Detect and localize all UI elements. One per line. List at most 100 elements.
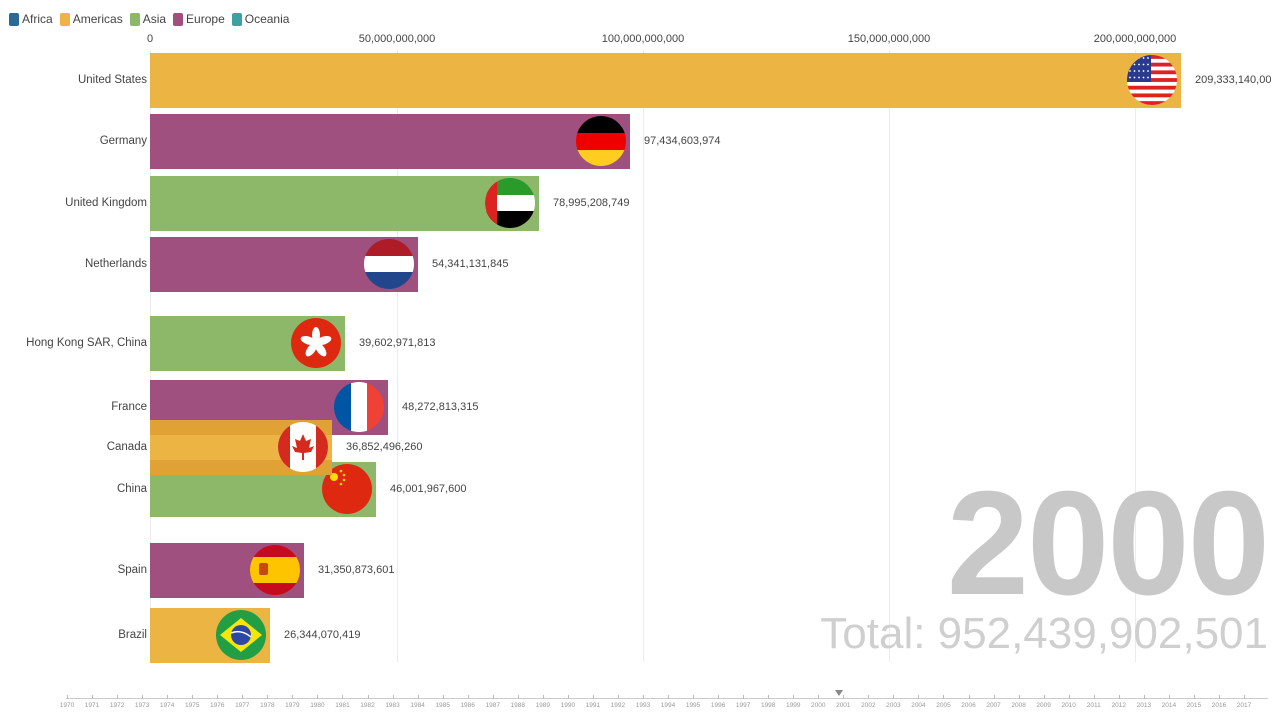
timeline-tick — [868, 695, 870, 699]
timeline-year-2000[interactable]: 2000 — [811, 702, 826, 709]
spain-flag-icon — [250, 545, 300, 595]
timeline-year-1997[interactable]: 1997 — [735, 702, 751, 709]
timeline-tick — [167, 695, 169, 699]
timeline-tick — [1093, 695, 1095, 699]
bar-category-label: Netherlands — [84, 258, 147, 270]
axis-tick-label: 100,000,000,000 — [601, 33, 685, 45]
timeline-year-2015[interactable]: 2015 — [1186, 702, 1202, 709]
timeline-year-1970[interactable]: 1970 — [59, 702, 75, 709]
timeline-year-2006[interactable]: 2006 — [961, 702, 976, 709]
timeline-year-1973[interactable]: 1973 — [134, 702, 150, 709]
timeline-year-1989[interactable]: 1989 — [535, 702, 551, 709]
timeline-year-2007[interactable]: 2007 — [986, 702, 1001, 709]
timeline-year-1982[interactable]: 1982 — [360, 702, 375, 709]
timeline-year-1999[interactable]: 1999 — [785, 702, 801, 709]
timeline-year-1992[interactable]: 1992 — [610, 702, 626, 709]
timeline-year-1974[interactable]: 1974 — [159, 702, 175, 709]
legend-label: Africa — [22, 12, 53, 26]
timeline-year-1986[interactable]: 1986 — [460, 702, 475, 709]
legend-item-europe[interactable]: Europe — [173, 12, 225, 26]
bar-category-label: Hong Kong SAR, China — [26, 337, 147, 349]
timeline-year-2011[interactable]: 2011 — [1086, 702, 1101, 709]
timeline-tick — [567, 695, 569, 699]
timeline-tick — [843, 695, 845, 699]
timeline-year-1981[interactable]: 1981 — [335, 702, 350, 709]
timeline-year-1988[interactable]: 1988 — [510, 702, 525, 709]
timeline-tick — [467, 695, 469, 699]
timeline-year-1975[interactable]: 1975 — [184, 702, 200, 709]
bar-category-label: Germany — [99, 135, 147, 147]
france-flag-icon — [334, 382, 384, 432]
timeline-tick — [67, 695, 68, 699]
timeline-year-1990[interactable]: 1990 — [560, 702, 576, 709]
gridline — [1135, 50, 1136, 662]
netherlands-flag-icon — [364, 239, 414, 289]
timeline-year-2008[interactable]: 2008 — [1011, 702, 1026, 709]
axis-tick-label: 50,000,000,000 — [358, 33, 436, 45]
timeline-year-2017[interactable]: 2017 — [1236, 702, 1252, 709]
timeline-tick — [1218, 695, 1220, 699]
timeline-tick — [743, 695, 745, 699]
us-flag-icon — [1127, 55, 1177, 105]
legend-item-asia[interactable]: Asia — [129, 12, 167, 26]
timeline-year-1977[interactable]: 1977 — [235, 702, 250, 709]
timeline-year-1996[interactable]: 1996 — [710, 702, 726, 709]
timeline-year-1976[interactable]: 1976 — [210, 702, 225, 709]
timeline-year-1972[interactable]: 1972 — [109, 702, 125, 709]
timeline-tick — [1143, 695, 1145, 699]
bar-category-label: China — [116, 483, 147, 495]
timeline-year-1991[interactable]: 1991 — [585, 702, 601, 709]
current-year: 2000 — [946, 461, 1270, 626]
timeline-year-2004[interactable]: 2004 — [911, 702, 926, 709]
axis-tick-label: 0 — [146, 33, 154, 45]
bar-value-label: 48,272,813,315 — [402, 401, 479, 413]
bar-value-label: 78,995,208,749 — [553, 197, 630, 209]
timeline-year-1995[interactable]: 1995 — [685, 702, 701, 709]
timeline-tick — [342, 695, 344, 699]
timeline-year-2005[interactable]: 2005 — [936, 702, 951, 709]
timeline-track[interactable] — [66, 698, 1268, 699]
timeline-tick — [517, 695, 519, 699]
timeline-pointer-icon[interactable] — [835, 690, 843, 696]
timeline-year-1994[interactable]: 1994 — [660, 702, 676, 709]
timeline-year-2012[interactable]: 2012 — [1111, 702, 1127, 709]
timeline-year-2013[interactable]: 2013 — [1136, 702, 1152, 709]
bar-category-label: Canada — [106, 441, 147, 453]
timeline-tick — [1168, 695, 1170, 699]
timeline-year-1978[interactable]: 1978 — [260, 702, 275, 709]
timeline-year-1984[interactable]: 1984 — [410, 702, 425, 709]
legend-item-africa[interactable]: Africa — [9, 12, 53, 26]
timeline-year-2001[interactable]: 2001 — [836, 702, 851, 709]
timeline-year-2014[interactable]: 2014 — [1161, 702, 1177, 709]
legend: Africa Americas Asia Europe Oceania — [9, 12, 289, 26]
timeline-tick — [1068, 695, 1070, 699]
legend-item-oceania[interactable]: Oceania — [231, 12, 289, 26]
timeline-year-1980[interactable]: 1980 — [310, 702, 325, 709]
timeline-year-1993[interactable]: 1993 — [635, 702, 651, 709]
bar-category-label: United Kingdom — [65, 197, 147, 209]
timeline-tick — [968, 695, 970, 699]
timeline-tick — [793, 695, 795, 699]
timeline-year-1971[interactable]: 1971 — [84, 702, 100, 709]
timeline-tick — [217, 695, 219, 699]
legend-item-americas[interactable]: Americas — [59, 12, 123, 26]
timeline-year-1987[interactable]: 1987 — [485, 702, 500, 709]
timeline-year-1979[interactable]: 1979 — [285, 702, 300, 709]
legend-swatch — [59, 12, 70, 26]
bar-value-label: 54,341,131,845 — [432, 258, 509, 270]
timeline-tick — [818, 695, 820, 699]
timeline-tick — [768, 695, 770, 699]
timeline-year-2010[interactable]: 2010 — [1061, 702, 1076, 709]
timeline-year-1983[interactable]: 1983 — [385, 702, 400, 709]
germany-flag-icon — [576, 116, 626, 166]
legend-label: Asia — [142, 12, 167, 26]
timeline-year-2002[interactable]: 2002 — [861, 702, 876, 709]
timeline-tick — [1043, 695, 1045, 699]
timeline-year-2009[interactable]: 2009 — [1036, 702, 1051, 709]
timeline-year-2016[interactable]: 2016 — [1211, 702, 1227, 709]
axis-tick-label: 200,000,000,000 — [1093, 33, 1177, 45]
timeline-tick — [292, 695, 294, 699]
timeline-year-2003[interactable]: 2003 — [886, 702, 901, 709]
timeline-year-1998[interactable]: 1998 — [760, 702, 776, 709]
timeline-year-1985[interactable]: 1985 — [435, 702, 450, 709]
